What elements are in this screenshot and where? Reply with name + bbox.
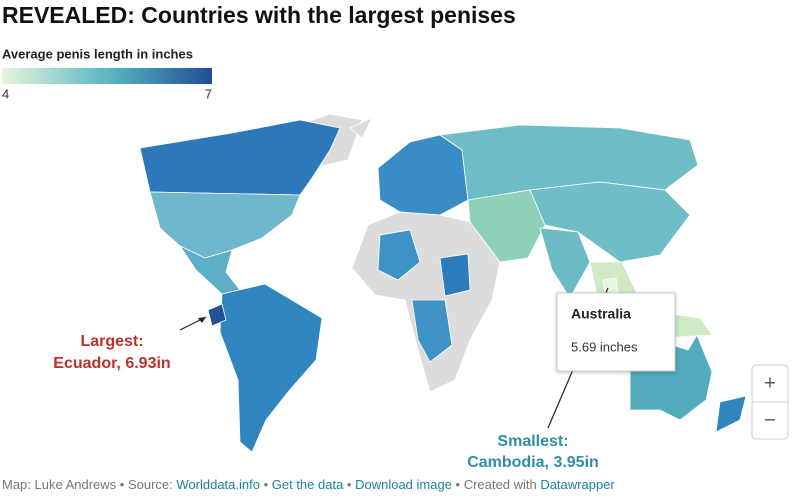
link[interactable]: Datawrapper: [540, 477, 615, 492]
tooltip-box: [556, 292, 676, 372]
annotation: Ecuador, 6.93in: [53, 355, 170, 372]
sep: •: [343, 477, 355, 492]
country[interactable]: [207, 303, 227, 327]
arrow-head: [198, 317, 206, 323]
annotation: Largest:: [80, 333, 143, 350]
annotation: Cambodia, 3.95in: [467, 454, 599, 471]
country[interactable]: [602, 277, 619, 295]
legend-max: 7: [205, 86, 212, 101]
sep: •: [260, 477, 272, 492]
zoom-out[interactable]: −: [764, 409, 776, 431]
tooltip: Australia 5.69 inches: [556, 292, 676, 372]
annotation: Smallest:: [497, 433, 568, 450]
legend-gradient: [2, 68, 212, 84]
zoom-in[interactable]: +: [764, 372, 776, 394]
title: REVEALED: Countries with the largest pen…: [2, 2, 516, 28]
legend-min: 4: [2, 86, 9, 101]
tooltip-title: Australia: [571, 306, 631, 322]
sep: • Created with: [452, 477, 540, 492]
credit: Map: Luke Andrews • Source:: [2, 477, 176, 492]
legend-title: Average penis length in inches: [2, 46, 193, 61]
country[interactable]: [629, 334, 713, 421]
footer: Map: Luke Andrews • Source: Worlddata.in…: [2, 477, 615, 492]
tooltip-text: 5.69 inches: [571, 339, 638, 354]
regions: [207, 277, 713, 421]
link[interactable]: Download image: [355, 477, 452, 492]
zoom-controls: + −: [751, 364, 789, 440]
link[interactable]: Get the data: [272, 477, 344, 492]
link[interactable]: Worlddata.info: [176, 477, 260, 492]
